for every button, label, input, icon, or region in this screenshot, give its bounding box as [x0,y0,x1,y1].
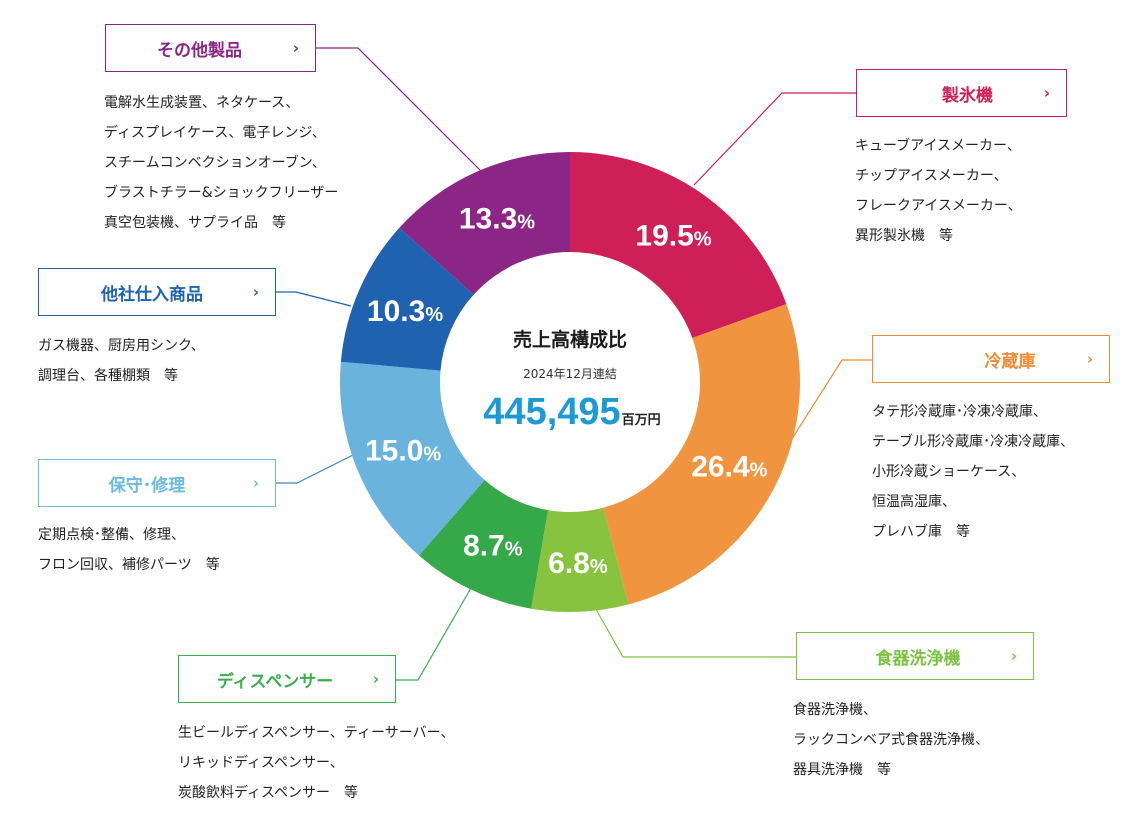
category-desc-seiyoki: キューブアイスメーカー、 チップアイスメーカー、 フレークアイスメーカー、 異形… [855,131,1022,251]
desc-line: プレハブ庫 等 [872,524,970,540]
category-label-shokki: 食器洗浄機 [875,648,961,669]
connector-seiyoki [693,92,856,186]
center-total-value: 445,495 [483,391,620,433]
center-total: 445,495百万円 [483,391,660,433]
slice-label-value: 8.7 [463,530,505,563]
desc-line: 炭酸飲料ディスペンサー 等 [178,785,359,801]
chevron-right-icon: › [1010,647,1017,665]
slice-label-percent: % [423,443,441,465]
desc-line: ガス機器、厨房用シンク、 [38,338,205,354]
category-button-reizoko[interactable]: 冷蔵庫 › [872,335,1110,383]
category-label-seiyoki: 製氷機 [942,85,993,106]
connector-lines [276,47,872,681]
category-desc-reizoko: タテ形冷蔵庫･冷凍冷蔵庫、 テーブル形冷蔵庫･冷凍冷蔵庫、 小形冷蔵ショーケース… [872,397,1074,547]
chevron-right-icon: › [292,39,299,57]
desc-line: フレークアイスメーカー、 [855,198,1022,214]
chevron-right-icon: › [252,283,259,301]
connector-hoshu [276,452,358,484]
donut-slice-3[interactable] [531,507,629,612]
donut-slice-5[interactable] [340,361,485,556]
slice-label-3: 6.8% [548,547,608,580]
slice-label-1: 19.5% [635,220,711,253]
category-desc-shokki: 食器洗浄機、 ラックコンベア式食器洗浄機、 器具洗浄機 等 [793,695,989,785]
category-label-reizoko: 冷蔵庫 [984,351,1036,372]
desc-line: フロン回収、補修パーツ 等 [38,557,220,573]
chevron-right-icon: › [1086,350,1093,368]
category-desc-sonota: 電解水生成装置、ネタケース、 ディスプレイケース、電子レンジ、 スチームコンベク… [104,88,338,238]
category-label-tasha: 他社仕入商品 [101,284,203,305]
desc-line: 器具洗浄機 等 [793,762,891,778]
connector-tasha [276,291,352,307]
category-desc-tasha: ガス機器、厨房用シンク、 調理台、各種棚類 等 [38,331,205,391]
desc-line: チップアイスメーカー、 [855,168,1008,184]
desc-line: 小形冷蔵ショーケース、 [872,464,1026,480]
desc-line: リキッドディスペンサー、 [178,755,344,771]
desc-line: テーブル形冷蔵庫･冷凍冷蔵庫、 [872,434,1075,450]
connector-dispenser [396,587,472,681]
category-button-hoshu[interactable]: 保守･修理 › [38,459,276,507]
slice-label-2: 26.4% [691,451,767,484]
slice-label-percent: % [694,229,712,251]
donut-slice-1[interactable] [570,152,787,338]
slice-label-percent: % [590,556,608,578]
slice-label-percent: % [517,211,535,233]
category-button-shokki[interactable]: 食器洗浄機 › [796,632,1034,680]
desc-line: タテ形冷蔵庫･冷凍冷蔵庫、 [872,404,1047,420]
desc-line: 異形製氷機 等 [855,228,953,244]
desc-line: 電解水生成装置、ネタケース、 [104,95,300,111]
slice-label-percent: % [750,460,768,482]
donut-slice-6[interactable] [340,227,474,371]
center-subtitle: 2024年12月連結 [523,367,617,381]
slice-label-value: 19.5 [635,220,693,253]
connector-shokki [592,603,796,658]
desc-line: ブラストチラー&ショックフリーザー [104,185,339,201]
desc-line: キューブアイスメーカー、 [855,138,1021,154]
category-desc-hoshu: 定期点検･整備、修理、 フロン回収、補修パーツ 等 [38,520,220,580]
category-desc-dispenser: 生ビールディスペンサー、ティーサーバー、 リキッドディスペンサー、 炭酸飲料ディ… [178,718,455,808]
donut-slice-labels: 19.5%26.4%6.8%8.7%15.0%10.3%13.3% [365,202,768,579]
category-label-dispenser: ディスペンサー [216,671,334,692]
desc-line: 定期点検･整備、修理、 [38,527,185,543]
desc-line: ラックコンベア式食器洗浄機、 [793,732,989,748]
donut-slice-4[interactable] [418,480,549,609]
desc-line: 食器洗浄機、 [793,702,877,718]
center-total-unit: 百万円 [622,413,661,428]
connector-reizoko [775,359,872,465]
slice-label-value: 26.4 [691,451,750,484]
chevron-right-icon: › [252,474,259,492]
slice-label-percent: % [505,539,523,561]
category-button-dispenser[interactable]: ディスペンサー › [178,655,396,703]
desc-line: 恒温高湿庫、 [872,494,956,510]
category-label-sonota: その他製品 [157,40,242,61]
slice-label-value: 13.3 [459,202,517,235]
category-button-seiyoki[interactable]: 製氷機 › [856,69,1067,117]
slice-label-value: 6.8 [548,547,590,580]
slice-label-4: 8.7% [463,530,523,563]
donut-slices [340,152,800,612]
desc-line: 真空包装機、サプライ品 等 [104,215,286,231]
desc-line: 生ビールディスペンサー、ティーサーバー、 [178,725,455,741]
connector-sonota [316,47,482,172]
slice-label-value: 10.3 [367,295,425,328]
slice-label-percent: % [425,304,443,326]
slice-label-7: 13.3% [459,202,535,235]
center-title: 売上高構成比 [513,328,627,351]
donut-slice-7[interactable] [399,152,570,295]
chevron-right-icon: › [1043,84,1050,102]
category-button-tasha[interactable]: 他社仕入商品 › [38,268,276,316]
chevron-right-icon: › [372,670,379,688]
slice-label-5: 15.0% [365,434,441,467]
category-button-sonota[interactable]: その他製品 › [105,24,316,72]
slice-label-value: 15.0 [365,434,423,467]
desc-line: スチームコンベクションオーブン、 [104,155,326,171]
desc-line: 調理台、各種棚類 等 [38,368,178,384]
slice-label-6: 10.3% [367,295,443,328]
donut-slice-2[interactable] [603,304,800,605]
desc-line: ディスプレイケース、電子レンジ、 [104,125,326,141]
category-label-hoshu: 保守･修理 [108,475,186,496]
